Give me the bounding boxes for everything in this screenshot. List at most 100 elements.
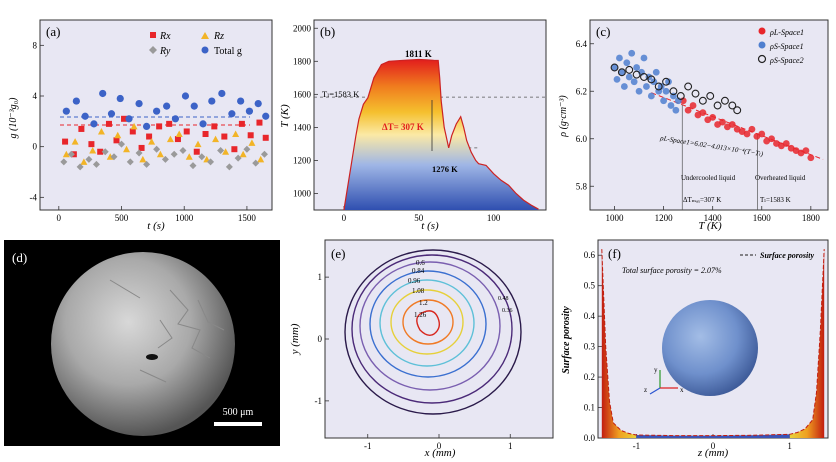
panel-f-y-tick-label: 0.1 <box>584 403 595 413</box>
point-total-g <box>62 107 70 115</box>
point-ry <box>170 150 178 158</box>
panel-e-contours: 1.26 1.2 1.08 0.96 0.84 0.6 0.48 0.36 <box>344 249 522 415</box>
point-ry <box>135 149 143 157</box>
contour-1-26 <box>416 310 441 337</box>
point-solid-space2 <box>676 92 685 100</box>
point-ry <box>76 163 84 171</box>
point-rx <box>105 120 112 127</box>
point-ry <box>67 150 75 158</box>
point-liquid-space1 <box>743 130 751 138</box>
contour-0-36 <box>344 249 522 415</box>
point-total-g <box>81 112 89 120</box>
sphere-pore <box>146 354 158 360</box>
panel-f-xlabel: z (mm) <box>697 447 729 459</box>
panel-b: (b) 1000 1200 1400 1600 1800 2000 0 50 100 1811… <box>279 19 547 232</box>
panel-f-porosity-right <box>789 249 825 438</box>
point-total-g <box>163 102 171 110</box>
triad-y-label: y <box>654 366 658 374</box>
legend-rx-label: Rx <box>159 31 171 42</box>
panel-b-y-tick-label: 1200 <box>293 155 312 165</box>
panel-c-xlabel: T (K) <box>698 220 722 232</box>
contour-0-6 <box>359 261 501 391</box>
point-liquid-space1 <box>684 106 692 114</box>
point-solid-space1 <box>647 92 655 100</box>
contour-1-2 <box>402 299 454 345</box>
panel-f-x-tick-label: 1 <box>787 441 792 451</box>
point-solid-space2 <box>733 106 742 115</box>
point-total-g <box>116 94 124 103</box>
panel-f-y-tick-label: 0.0 <box>584 433 596 443</box>
panel-b-x-tick-label: 0 <box>342 213 347 223</box>
panel-f-porosity-left <box>601 249 637 438</box>
point-rz <box>194 140 202 148</box>
point-liquid-space1 <box>699 109 707 117</box>
point-rz <box>80 158 88 165</box>
point-liquid-space1 <box>768 135 775 143</box>
panel-b-temperature-curve <box>343 58 539 211</box>
panel-f-x-tick-label: 0 <box>711 441 716 451</box>
point-total-g <box>190 102 198 110</box>
point-rx <box>247 132 254 139</box>
panel-f-y-tick-label: 0.5 <box>584 281 596 291</box>
point-solid-space1 <box>643 83 650 90</box>
point-rx <box>146 133 153 140</box>
triad-z-label: z <box>644 386 647 394</box>
point-rx <box>113 137 120 144</box>
point-solid-space1 <box>618 68 626 76</box>
legend-liquid-marker <box>758 27 766 35</box>
panel-b-ann-peak: 1811 K <box>405 49 432 59</box>
panel-c-x-tick-label: 1400 <box>704 213 723 223</box>
point-total-g <box>171 115 180 123</box>
point-ry <box>143 160 151 168</box>
point-solid-space1 <box>613 75 621 83</box>
panel-b-y-tick-label: 1800 <box>293 56 312 66</box>
panel-a-y-tick-label: 0 <box>33 142 38 152</box>
contour-label-0-96: 0.96 <box>408 277 421 285</box>
panel-b-ylabel: T (K) <box>279 104 291 128</box>
panel-c-overheated: Overheated liquid <box>755 174 806 182</box>
legend-ry-label: Ry <box>159 46 171 57</box>
contour-label-0-48: 0.48 <box>498 296 509 302</box>
point-rx <box>211 123 218 130</box>
panel-c-x-ticks: 1000 1200 1400 1600 1800 <box>606 206 820 223</box>
panel-b-letter: (b) <box>320 24 335 39</box>
panel-a-xlabel: t (s) <box>147 220 165 232</box>
point-solid-space1 <box>652 68 660 76</box>
legend-rz-marker <box>201 32 209 39</box>
point-solid-space1 <box>623 59 631 67</box>
panel-f-total: Total surface porosity = 2.07% <box>622 266 722 275</box>
point-total-g <box>135 100 143 108</box>
contour-0-84 <box>369 270 487 378</box>
point-rx <box>78 125 85 132</box>
panel-f-y-ticks: 0.0 0.1 0.2 0.3 0.4 0.5 0.6 <box>584 250 602 443</box>
point-solid-space2 <box>728 101 737 110</box>
point-solid-space1 <box>620 83 628 90</box>
legend-solid2-marker <box>757 54 767 64</box>
point-rz <box>130 122 138 130</box>
point-solid-space1 <box>616 54 623 62</box>
panel-c: (c) 5.8 6.0 6.2 6.4 1000 1200 1400 1600 1800 ρL… <box>558 19 829 232</box>
panel-d-letter: (d) <box>12 250 27 265</box>
point-solid-space1 <box>665 78 672 86</box>
point-ry <box>126 158 134 166</box>
contour-label-1-26: 1.26 <box>414 311 427 319</box>
point-rx <box>97 148 104 155</box>
panel-a-y-tick-label: 4 <box>33 91 38 101</box>
panel-b-y-tick-label: 2000 <box>293 23 312 33</box>
point-solid-space2 <box>632 70 641 79</box>
panel-f-porosity-curve <box>601 249 825 437</box>
axis-triad: y z x <box>644 366 684 395</box>
point-liquid-space1 <box>748 125 756 133</box>
point-ry <box>189 162 197 170</box>
point-rz <box>185 153 193 160</box>
point-rx <box>262 134 269 141</box>
panel-c-ylabel: ρ (g·cm⁻³) <box>558 95 569 138</box>
panel-f-ylabel: Surface porosity <box>561 306 572 374</box>
point-solid-space2 <box>720 96 729 105</box>
point-ry <box>243 145 251 153</box>
sample-sphere-image <box>51 252 235 436</box>
point-rz <box>232 130 240 137</box>
point-ry <box>118 140 126 148</box>
panel-f-x-tick-label: -1 <box>633 441 641 451</box>
point-ry <box>198 153 206 161</box>
